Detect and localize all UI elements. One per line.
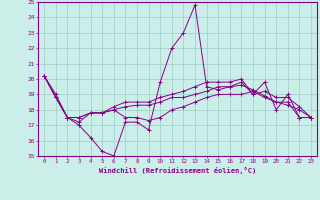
X-axis label: Windchill (Refroidissement éolien,°C): Windchill (Refroidissement éolien,°C) <box>99 167 256 174</box>
